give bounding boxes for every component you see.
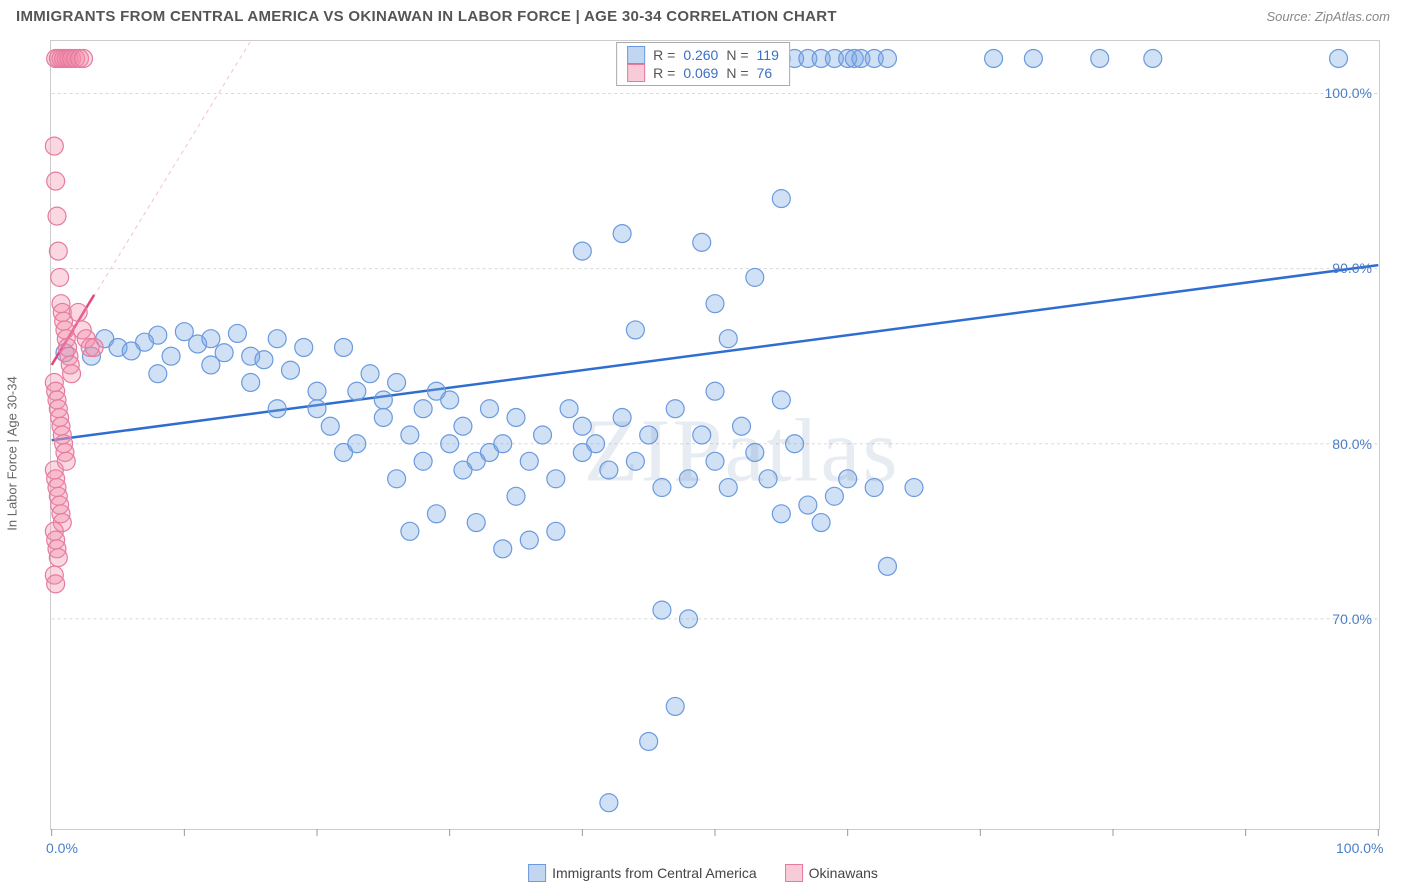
series-swatch-icon	[627, 64, 645, 82]
legend-item: Immigrants from Central America	[528, 864, 757, 882]
correlation-row: R = 0.069 N = 76	[627, 64, 779, 82]
chart-source: Source: ZipAtlas.com	[1266, 9, 1390, 24]
r-label: R =	[653, 65, 675, 81]
y-tick-label: 100.0%	[1325, 85, 1372, 101]
legend-label: Okinawans	[809, 865, 878, 881]
x-tick-label: 100.0%	[1336, 840, 1383, 856]
chart-plot-area: ZIPatlas	[50, 40, 1380, 830]
series-swatch-icon	[785, 864, 803, 882]
y-tick-label: 90.0%	[1332, 260, 1372, 276]
n-label: N =	[726, 65, 748, 81]
x-tick-label: 0.0%	[46, 840, 78, 856]
n-value: 76	[757, 65, 773, 81]
legend-item: Okinawans	[785, 864, 878, 882]
r-value: 0.069	[683, 65, 718, 81]
correlation-row: R = 0.260 N = 119	[627, 46, 779, 64]
chart-title: IMMIGRANTS FROM CENTRAL AMERICA VS OKINA…	[16, 8, 837, 25]
n-value: 119	[757, 47, 779, 63]
correlation-box: R = 0.260 N = 119 R = 0.069 N = 76	[616, 42, 790, 86]
r-value: 0.260	[683, 47, 718, 63]
series-swatch-icon	[528, 864, 546, 882]
y-tick-label: 80.0%	[1332, 436, 1372, 452]
series-swatch-icon	[627, 46, 645, 64]
legend-label: Immigrants from Central America	[552, 865, 757, 881]
chart-header: IMMIGRANTS FROM CENTRAL AMERICA VS OKINA…	[0, 0, 1406, 29]
y-tick-label: 70.0%	[1332, 611, 1372, 627]
n-label: N =	[726, 47, 748, 63]
r-label: R =	[653, 47, 675, 63]
scatter-svg	[51, 41, 1379, 829]
bottom-legend: Immigrants from Central America Okinawan…	[528, 864, 878, 882]
y-axis-label: In Labor Force | Age 30-34	[5, 376, 20, 530]
